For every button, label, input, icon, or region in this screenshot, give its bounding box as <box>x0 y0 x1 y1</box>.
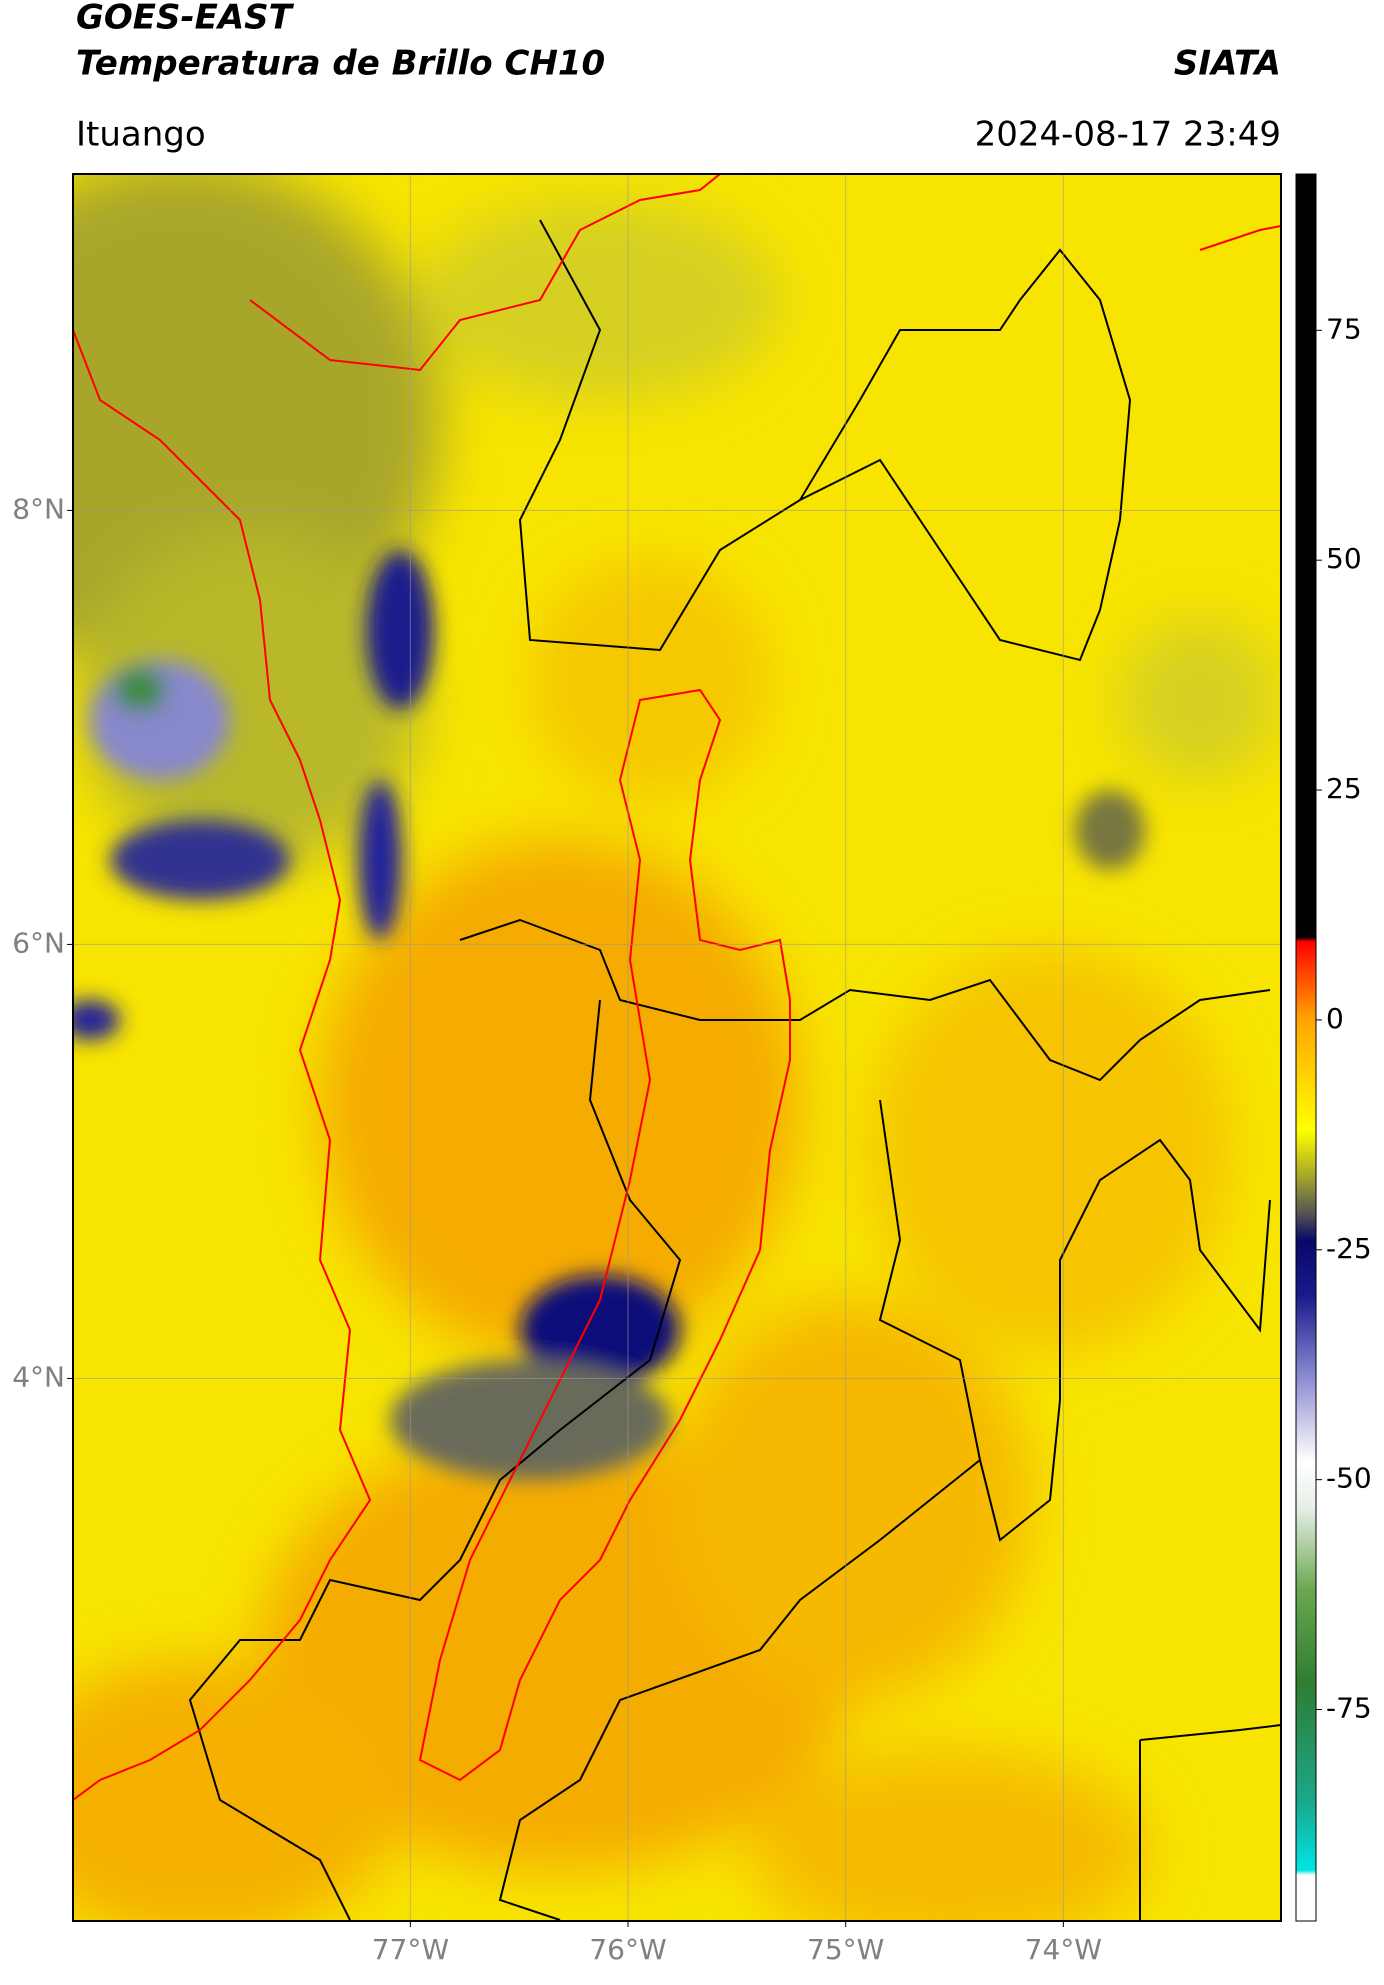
source: SIATA <box>1174 44 1281 84</box>
x-tick-label: 77°W <box>372 1933 449 1966</box>
colorbar-tick-label: 25 <box>1326 772 1362 805</box>
colorbar-tick-label: 75 <box>1326 312 1362 345</box>
y-tick-label: 4°N <box>12 1360 65 1393</box>
x-tick-label: 74°W <box>1025 1933 1102 1966</box>
colorbar-tick-label: 0 <box>1326 1002 1344 1035</box>
subtitle: Temperatura de Brillo CH10 <box>76 44 605 84</box>
y-tick-label: 8°N <box>12 492 65 525</box>
colorbar <box>1295 173 1317 1922</box>
colorbar-tick-label: 50 <box>1326 542 1362 575</box>
title: GOES-EAST <box>76 0 295 38</box>
grid <box>73 174 1281 1921</box>
x-tick-label: 75°W <box>807 1933 884 1966</box>
y-tick-label: 6°N <box>12 926 65 959</box>
timestamp: 2024-08-17 23:49 <box>975 115 1281 155</box>
colorbar-tick-label: -75 <box>1326 1692 1372 1725</box>
map-image <box>73 174 1281 1921</box>
colorbar-tick-label: -50 <box>1326 1462 1372 1495</box>
location: Ituango <box>76 115 206 155</box>
map-frame <box>72 173 1282 1922</box>
colorbar-tick-label: -25 <box>1326 1232 1372 1265</box>
x-tick-label: 76°W <box>589 1933 666 1966</box>
